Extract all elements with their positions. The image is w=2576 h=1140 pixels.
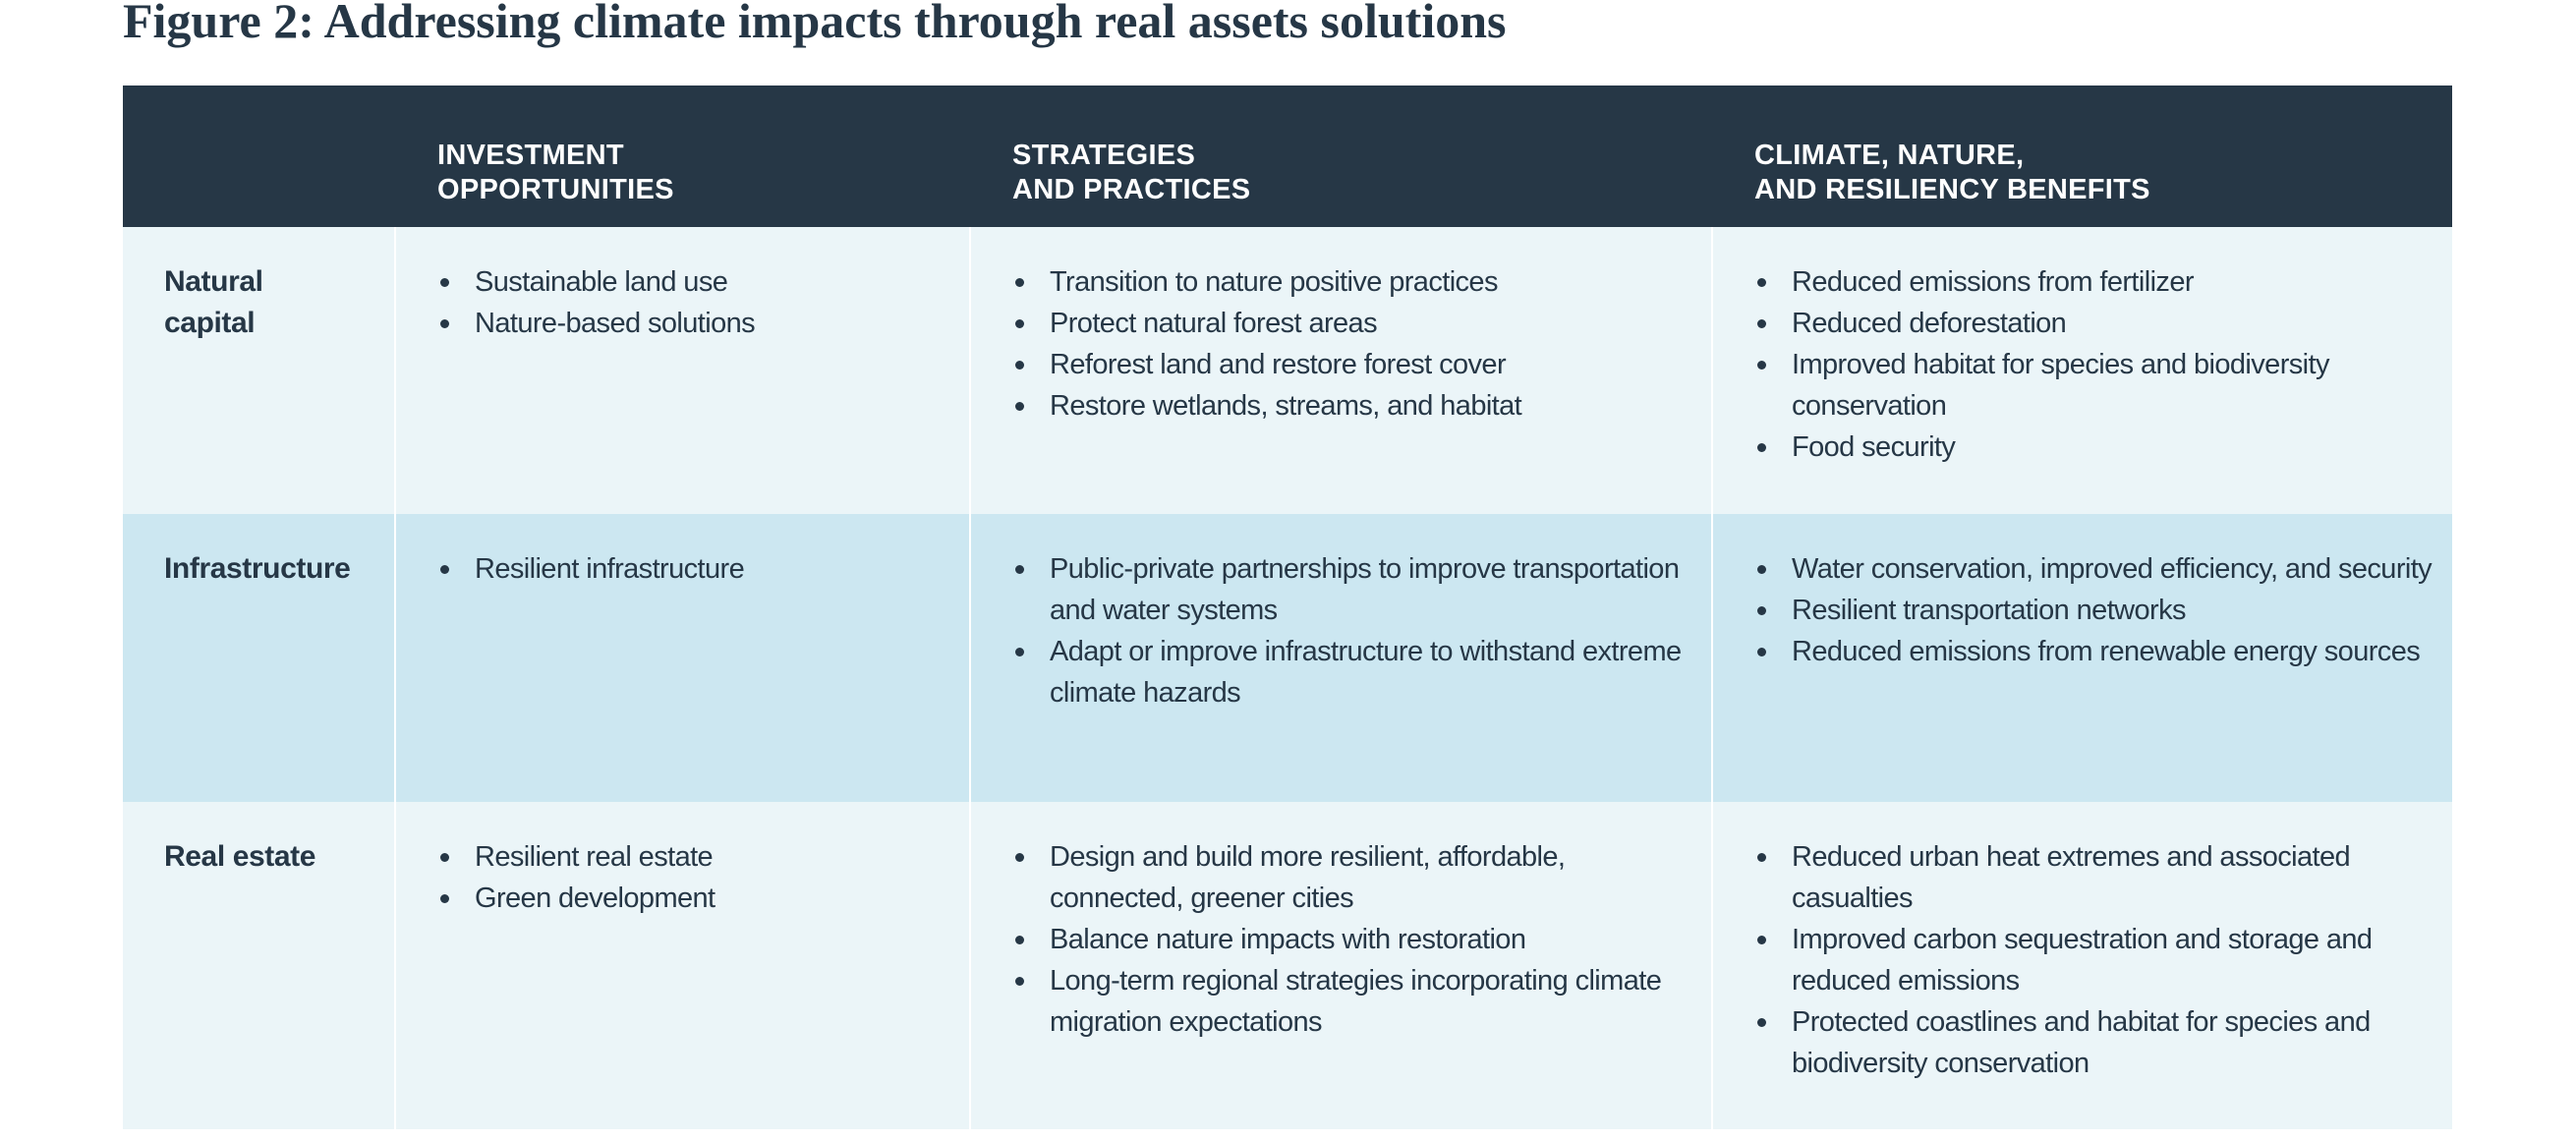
benefits-cell: Reduced urban heat extremes and associat… <box>1711 802 2452 1129</box>
header-empty-cell <box>123 86 394 227</box>
bullet-list: Resilient real estate Green development <box>437 836 949 919</box>
table-row: Infrastructure Resilient infrastructure Pu… <box>123 514 2452 802</box>
list-item: Resilient infrastructure <box>437 548 949 590</box>
list-item: Balance nature impacts with restoration <box>1012 919 1691 960</box>
list-item: Design and build more resilient, afforda… <box>1012 836 1691 919</box>
header-benefits: CLIMATE, NATURE, AND RESILIENCY BENEFITS <box>1711 86 2452 227</box>
header-line: INVESTMENT <box>437 140 624 171</box>
header-line: OPPORTUNITIES <box>437 174 674 205</box>
bullet-list: Public-private partnerships to improve t… <box>1012 548 1691 713</box>
header-line: CLIMATE, NATURE, <box>1754 140 2025 171</box>
investment-opportunities-cell: Sustainable land use Nature-based solutio… <box>394 227 969 514</box>
list-item: Reduced deforestation <box>1754 303 2433 344</box>
list-item: Public-private partnerships to improve t… <box>1012 548 1691 631</box>
list-item: Resilient real estate <box>437 836 949 878</box>
row-label: Real estate <box>123 802 394 1129</box>
strategies-practices-cell: Design and build more resilient, afforda… <box>969 802 1711 1129</box>
list-item: Reduced emissions from fertilizer <box>1754 261 2433 303</box>
table-row: Natural capital Sustainable land use Nature… <box>123 227 2452 514</box>
list-item: Improved carbon sequestration and storag… <box>1754 919 2433 1001</box>
row-label-line: capital <box>164 307 256 339</box>
header-line: AND RESILIENCY BENEFITS <box>1754 174 2150 205</box>
bullet-list: Resilient infrastructure <box>437 548 949 590</box>
list-item: Sustainable land use <box>437 261 949 303</box>
strategies-practices-cell: Public-private partnerships to improve t… <box>969 514 1711 802</box>
list-item: Protected coastlines and habitat for spe… <box>1754 1001 2433 1084</box>
solutions-table: INVESTMENT OPPORTUNITIES STRATEGIES AND … <box>123 86 2452 1129</box>
table-header-row: INVESTMENT OPPORTUNITIES STRATEGIES AND … <box>123 86 2452 227</box>
strategies-practices-cell: Transition to nature positive practices P… <box>969 227 1711 514</box>
row-label: Natural capital <box>123 227 394 514</box>
bullet-list: Sustainable land use Nature-based solutio… <box>437 261 949 344</box>
list-item: Protect natural forest areas <box>1012 303 1691 344</box>
row-label-line: Natural <box>164 265 263 298</box>
list-item: Reforest land and restore forest cover <box>1012 344 1691 385</box>
list-item: Food security <box>1754 427 2433 468</box>
row-label-line: Infrastructure <box>164 552 351 585</box>
list-item: Restore wetlands, streams, and habitat <box>1012 385 1691 427</box>
list-item: Transition to nature positive practices <box>1012 261 1691 303</box>
list-item: Water conservation, improved efficiency,… <box>1754 548 2433 590</box>
row-label-line: Real estate <box>164 840 316 873</box>
investment-opportunities-cell: Resilient real estate Green development <box>394 802 969 1129</box>
investment-opportunities-cell: Resilient infrastructure <box>394 514 969 802</box>
header-line: STRATEGIES <box>1012 140 1196 171</box>
list-item: Adapt or improve infrastructure to withs… <box>1012 631 1691 713</box>
benefits-cell: Water conservation, improved efficiency,… <box>1711 514 2452 802</box>
bullet-list: Reduced emissions from fertilizer Reduced… <box>1754 261 2433 468</box>
bullet-list: Design and build more resilient, afforda… <box>1012 836 1691 1043</box>
list-item: Reduced urban heat extremes and associat… <box>1754 836 2433 919</box>
benefits-cell: Reduced emissions from fertilizer Reduced… <box>1711 227 2452 514</box>
list-item: Reduced emissions from renewable energy … <box>1754 631 2433 672</box>
bullet-list: Reduced urban heat extremes and associat… <box>1754 836 2433 1084</box>
bullet-list: Transition to nature positive practices P… <box>1012 261 1691 427</box>
header-line: AND PRACTICES <box>1012 174 1251 205</box>
figure-title: Figure 2: Addressing climate impacts thr… <box>123 0 1507 48</box>
list-item: Long-term regional strategies incorporat… <box>1012 960 1691 1043</box>
list-item: Nature-based solutions <box>437 303 949 344</box>
list-item: Improved habitat for species and biodive… <box>1754 344 2433 427</box>
table-row: Real estate Resilient real estate Green de… <box>123 802 2452 1129</box>
row-label: Infrastructure <box>123 514 394 802</box>
bullet-list: Water conservation, improved efficiency,… <box>1754 548 2433 672</box>
header-investment-opportunities: INVESTMENT OPPORTUNITIES <box>394 86 969 227</box>
header-strategies-practices: STRATEGIES AND PRACTICES <box>969 86 1711 227</box>
list-item: Resilient transportation networks <box>1754 590 2433 631</box>
list-item: Green development <box>437 878 949 919</box>
